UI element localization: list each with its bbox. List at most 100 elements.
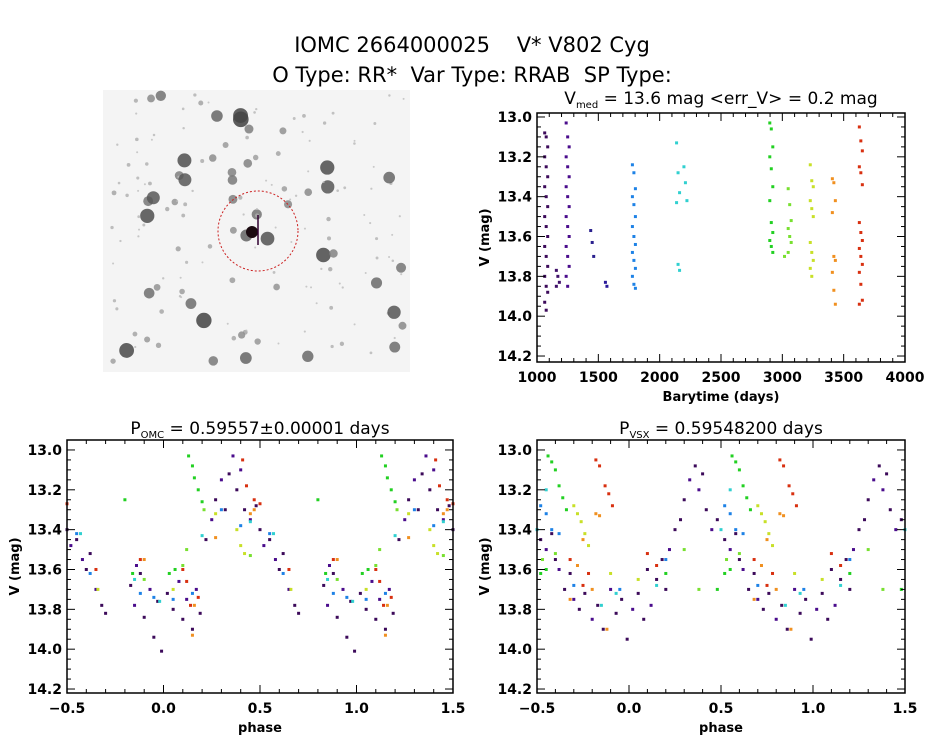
data-point xyxy=(857,165,861,169)
data-point xyxy=(324,571,328,575)
data-point xyxy=(441,512,445,516)
data-point xyxy=(771,544,775,548)
data-point xyxy=(592,254,596,258)
data-point xyxy=(715,587,719,591)
data-point xyxy=(273,558,277,562)
data-point xyxy=(625,637,629,641)
data-point xyxy=(780,603,784,607)
data-point xyxy=(614,611,618,615)
star xyxy=(208,154,217,162)
data-point xyxy=(798,591,802,595)
data-point xyxy=(553,558,557,562)
data-point xyxy=(564,274,568,278)
data-point xyxy=(667,548,671,552)
star xyxy=(135,137,139,142)
data-point xyxy=(546,454,550,458)
star xyxy=(207,101,210,104)
data-point xyxy=(620,597,624,601)
data-point xyxy=(734,532,738,536)
data-point xyxy=(769,244,773,248)
x-tick-label: −0.5 xyxy=(49,701,86,717)
data-point xyxy=(630,250,634,254)
data-point xyxy=(631,607,635,611)
finder-image xyxy=(103,90,410,372)
star xyxy=(150,138,153,141)
data-point xyxy=(370,579,374,583)
star xyxy=(307,170,310,173)
star xyxy=(119,239,122,243)
data-point xyxy=(403,518,407,522)
star xyxy=(137,215,141,219)
target-circle xyxy=(217,190,299,272)
y-tick-label: 13.8 xyxy=(497,602,532,618)
data-point xyxy=(200,500,204,504)
data-point xyxy=(134,564,138,568)
data-point xyxy=(765,538,769,542)
data-point xyxy=(378,548,382,552)
data-point xyxy=(786,250,790,254)
data-point xyxy=(645,567,649,571)
data-point xyxy=(158,599,162,603)
data-point xyxy=(832,181,836,185)
data-point xyxy=(441,554,445,558)
data-point xyxy=(235,488,239,492)
star xyxy=(137,189,140,192)
title-subscript: VSX xyxy=(629,430,649,441)
data-point xyxy=(434,458,438,462)
star xyxy=(364,272,367,275)
data-point xyxy=(268,532,272,536)
star xyxy=(391,233,394,236)
data-point xyxy=(741,484,745,488)
data-point xyxy=(767,532,771,536)
y-tick-label: 13.6 xyxy=(497,230,532,246)
data-point xyxy=(614,591,618,595)
y-tick-label: 13.0 xyxy=(27,443,62,459)
star xyxy=(330,344,334,349)
data-point xyxy=(88,571,92,575)
data-point xyxy=(364,607,368,611)
star xyxy=(353,142,356,145)
star xyxy=(290,240,293,243)
data-point xyxy=(539,504,543,508)
data-point xyxy=(539,571,543,575)
star xyxy=(238,331,246,339)
data-point xyxy=(563,587,567,591)
data-point xyxy=(393,534,397,538)
data-point xyxy=(351,599,355,603)
data-point xyxy=(554,284,558,288)
data-point xyxy=(374,567,378,571)
data-point xyxy=(387,587,391,591)
data-point xyxy=(152,595,156,599)
data-point xyxy=(810,274,814,278)
star xyxy=(254,338,261,345)
data-point xyxy=(412,508,416,512)
star xyxy=(198,100,204,106)
data-point xyxy=(316,498,320,502)
x-tick-label: 3500 xyxy=(824,370,863,386)
data-point xyxy=(723,538,727,542)
data-point xyxy=(774,587,778,591)
data-point xyxy=(88,552,92,556)
data-points xyxy=(65,454,455,653)
data-point xyxy=(424,454,428,458)
data-point xyxy=(598,514,602,518)
star xyxy=(227,175,238,185)
data-point xyxy=(860,238,864,242)
data-point xyxy=(393,500,397,504)
data-point xyxy=(277,567,281,571)
data-point xyxy=(374,617,378,621)
data-point xyxy=(138,558,142,562)
star xyxy=(183,202,188,207)
data-point xyxy=(881,488,885,492)
data-point xyxy=(364,587,368,591)
lightcurve-time-plot: Vmed = 13.6 mag <err_V> = 0.2 mag 1000 150… xyxy=(478,89,925,405)
x-tick-label: 1.5 xyxy=(893,701,918,717)
data-point xyxy=(546,235,550,239)
data-point xyxy=(69,544,73,548)
data-point xyxy=(428,528,432,532)
data-point xyxy=(839,577,843,581)
star xyxy=(372,165,375,168)
data-point xyxy=(243,508,247,512)
phase-plot-omc: POMC = 0.59557±0.00001 days −0.5 0.0 0.5 1.0… xyxy=(8,419,465,736)
star xyxy=(272,271,276,274)
